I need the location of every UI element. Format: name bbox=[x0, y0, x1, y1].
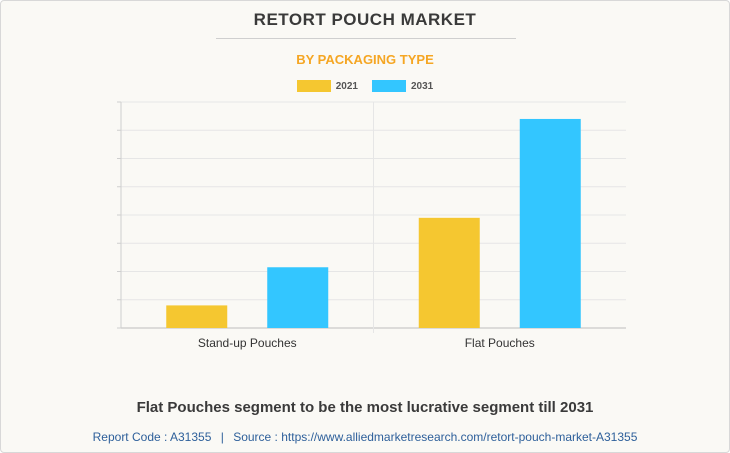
legend-label-2021: 2021 bbox=[335, 80, 358, 92]
bar-2021-stand-up-pouches bbox=[166, 305, 228, 328]
bar-2021-flat-pouches bbox=[418, 217, 480, 328]
x-tick-label: Stand-up Pouches bbox=[198, 336, 297, 350]
bar-2031-flat-pouches bbox=[519, 118, 581, 328]
legend-swatch-2031 bbox=[372, 80, 406, 92]
legend-swatch-2021 bbox=[296, 80, 331, 92]
legend-label-2031: 2031 bbox=[411, 80, 434, 92]
source-url: Source : https://www.alliedmarketresearc… bbox=[233, 430, 638, 444]
source-line: Report Code : A31355 | Source : https://… bbox=[1, 430, 729, 444]
title-divider bbox=[216, 38, 516, 39]
report-code: Report Code : A31355 bbox=[92, 430, 212, 444]
chart-legend: 2021 2031 bbox=[1, 80, 729, 92]
source-separator: | bbox=[220, 430, 224, 444]
bar-2031-stand-up-pouches bbox=[267, 267, 329, 328]
chart-title: RETORT POUCH MARKET bbox=[253, 10, 477, 29]
bar-chart: Stand-up Pouches Flat Pouches bbox=[117, 101, 626, 350]
x-tick-label: Flat Pouches bbox=[465, 336, 535, 350]
legend-item-2021: 2021 bbox=[296, 80, 358, 92]
chart-subtitle: BY PACKAGING TYPE bbox=[296, 52, 434, 67]
chart-headline: Flat Pouches segment to be the most lucr… bbox=[136, 399, 594, 416]
legend-item-2031: 2031 bbox=[372, 80, 433, 92]
